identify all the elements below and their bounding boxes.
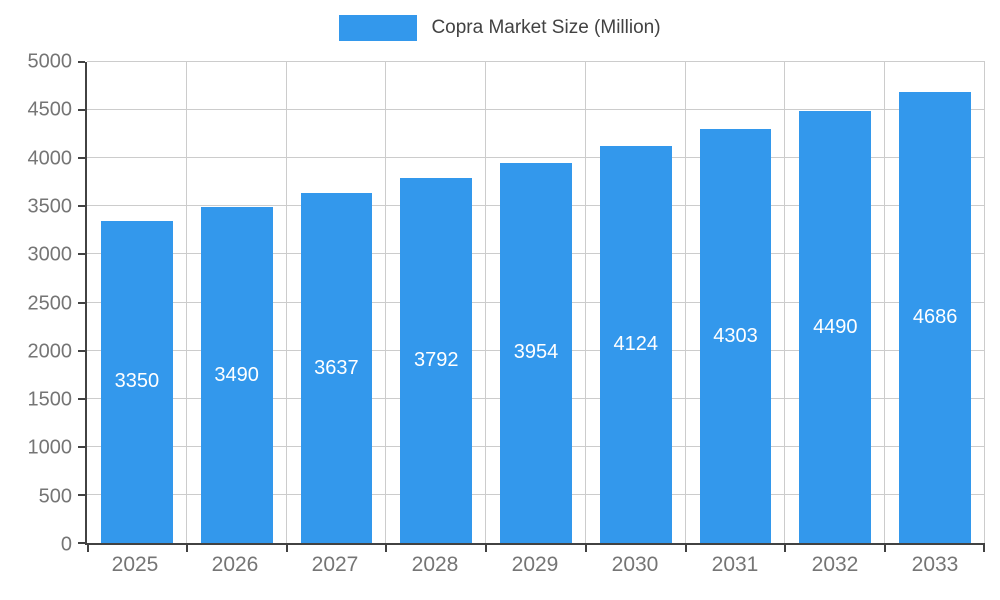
y-axis-tick <box>78 349 85 352</box>
x-axis-tick <box>884 545 887 552</box>
bar-2026: 3490 <box>200 207 273 543</box>
y-axis-tick <box>78 397 85 400</box>
y-axis-tick <box>78 157 85 160</box>
y-axis-tick <box>78 109 85 112</box>
y-tick-label: 4000 <box>27 147 73 170</box>
y-axis-tick <box>78 253 85 256</box>
vertical-gridline <box>285 62 287 543</box>
horizontal-gridline <box>87 61 985 62</box>
horizontal-gridline <box>87 109 985 111</box>
y-axis-tick <box>78 493 85 496</box>
bar-value-label: 3637 <box>314 356 359 379</box>
y-tick-label: 2000 <box>27 340 73 363</box>
x-axis-tick <box>784 545 787 552</box>
x-axis-tick <box>87 545 89 552</box>
bar-value-label: 3350 <box>114 370 160 393</box>
y-axis-tick <box>78 301 85 304</box>
y-tick-label: 3500 <box>27 195 73 218</box>
vertical-gridline <box>185 62 187 543</box>
vertical-gridline <box>784 62 786 543</box>
x-tick-label-2025: 2025 <box>111 553 159 576</box>
y-tick-label: 4500 <box>27 98 73 121</box>
x-tick-label-2027: 2027 <box>311 553 359 576</box>
y-axis: 0 500 1000 1500 2000 2500 3000 3500 4000 4500 5000 <box>0 51 78 556</box>
bar-2033: 4686 <box>899 92 972 543</box>
x-tick-label-2030: 2030 <box>611 553 659 576</box>
horizontal-gridline <box>87 157 985 159</box>
vertical-gridline <box>584 62 586 543</box>
vertical-gridline <box>984 62 985 543</box>
bar-2025: 3350 <box>100 220 173 543</box>
x-tick-label-2031: 2031 <box>711 553 759 576</box>
bar-2030: 4124 <box>599 146 672 543</box>
bar-value-label: 4490 <box>813 315 858 338</box>
bar-2029: 3954 <box>500 162 572 543</box>
x-axis-tick <box>684 545 687 552</box>
y-tick-label: 1000 <box>27 436 73 459</box>
bar-value-label: 3490 <box>214 363 259 386</box>
vertical-gridline <box>485 62 487 543</box>
vertical-gridline <box>385 62 387 543</box>
chart-legend[interactable]: Copra Market Size (Million) <box>0 15 1000 41</box>
x-axis-tick <box>285 545 288 552</box>
x-axis-tick <box>485 545 488 552</box>
bar-value-label: 4686 <box>912 306 958 329</box>
legend-label: Copra Market Size (Million) <box>431 17 661 38</box>
bar-value-label: 3954 <box>513 341 559 364</box>
y-tick-label: 2500 <box>27 292 73 314</box>
bar-value-label: 3792 <box>413 349 459 372</box>
y-axis-tick <box>78 542 85 544</box>
bar-value-label: 4303 <box>713 324 758 347</box>
vertical-gridline <box>884 62 886 543</box>
bar-value-label: 4124 <box>613 333 659 356</box>
legend-swatch-icon <box>339 15 418 41</box>
bar-2032: 4490 <box>799 111 872 543</box>
x-axis-tick <box>584 545 587 552</box>
x-tick-label-2032: 2032 <box>811 553 859 576</box>
y-axis-tick <box>78 205 85 208</box>
y-axis-tick <box>78 61 85 63</box>
bar-2028: 3792 <box>400 178 473 543</box>
bar-2027: 3637 <box>300 193 373 543</box>
x-axis-tick <box>983 545 985 552</box>
plot-area: 3350 3490 3637 3792 3954 4124 4303 4490 4686 <box>78 61 985 552</box>
x-axis-tick <box>185 545 188 552</box>
y-tick-label: 1500 <box>27 388 73 411</box>
y-tick-label: 500 <box>38 485 72 508</box>
vertical-gridline <box>684 62 686 543</box>
x-axis-tick <box>385 545 388 552</box>
x-tick-label-2033: 2033 <box>911 553 959 576</box>
y-tick-label: 5000 <box>27 50 73 73</box>
x-tick-label-2028: 2028 <box>411 553 459 576</box>
y-tick-label: 3000 <box>27 243 73 266</box>
x-tick-label-2026: 2026 <box>211 553 259 576</box>
y-axis-tick <box>78 445 85 448</box>
bar-2031: 4303 <box>699 129 772 543</box>
y-tick-label: 0 <box>60 533 72 556</box>
x-axis: 2025 2026 2027 2028 2029 2030 2031 2032 2033 <box>85 553 985 577</box>
x-tick-label-2029: 2029 <box>511 553 559 576</box>
